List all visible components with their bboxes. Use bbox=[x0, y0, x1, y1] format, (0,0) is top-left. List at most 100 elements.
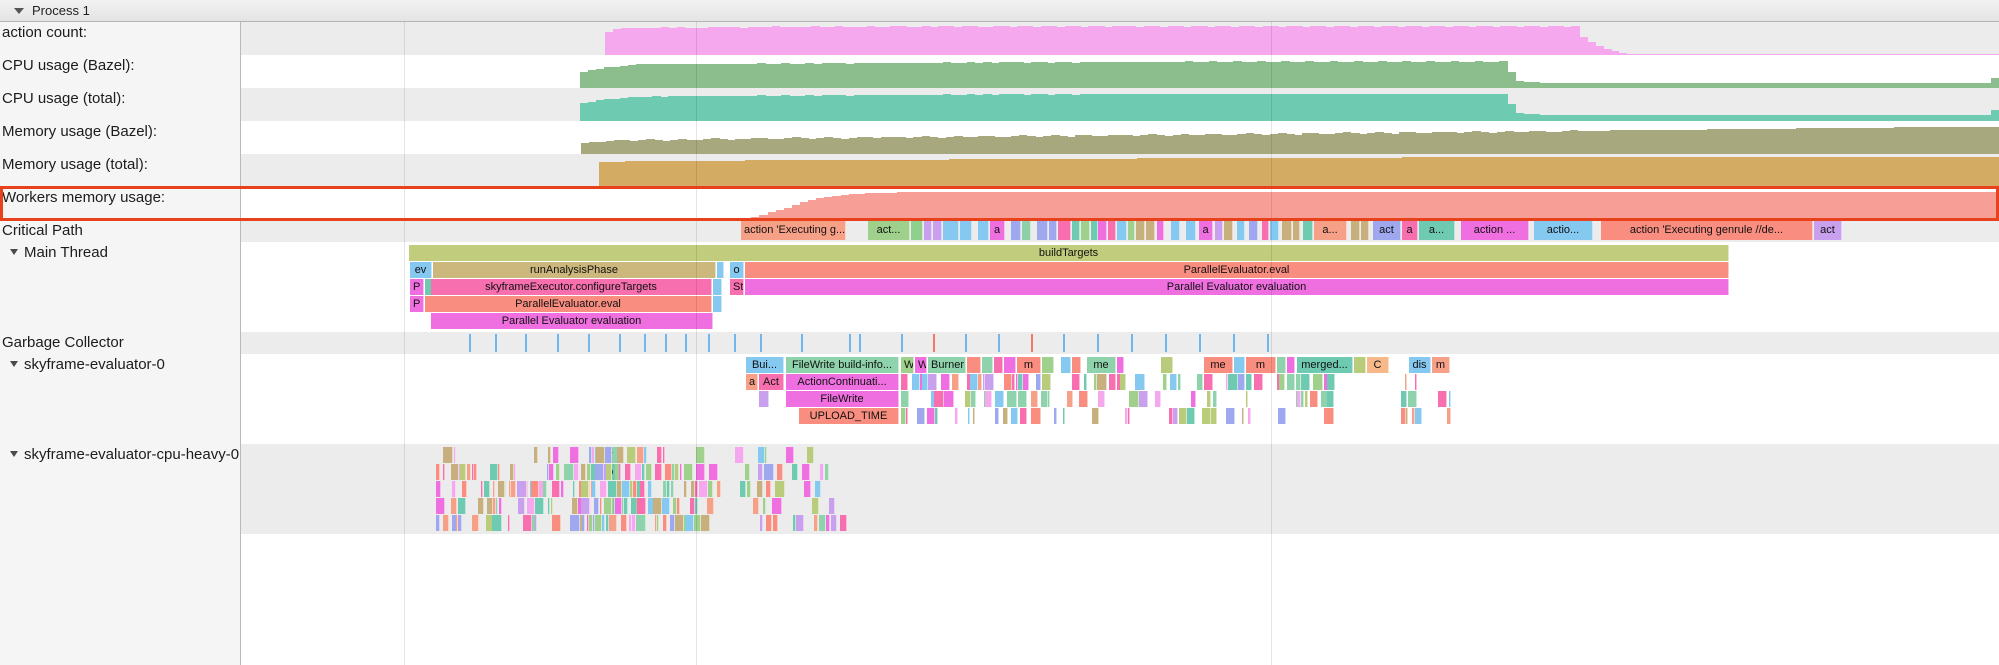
flame-block-micro[interactable] bbox=[840, 515, 847, 531]
flame-block-micro[interactable] bbox=[1016, 374, 1018, 390]
flame-block-micro[interactable] bbox=[927, 408, 935, 424]
flame-block[interactable] bbox=[1128, 221, 1135, 240]
flame-block-micro[interactable] bbox=[1084, 374, 1087, 390]
flame-block[interactable] bbox=[1019, 374, 1029, 390]
flame-block-micro[interactable] bbox=[766, 515, 772, 531]
flame-block-micro[interactable] bbox=[1003, 408, 1008, 424]
track-band-memory-total[interactable] bbox=[241, 154, 1999, 187]
flame-block-micro[interactable] bbox=[1310, 391, 1318, 407]
flame-block[interactable] bbox=[1237, 221, 1245, 240]
flame-block-micro[interactable] bbox=[635, 464, 642, 480]
flame-block-micro[interactable] bbox=[1098, 391, 1105, 407]
flame-block[interactable] bbox=[978, 221, 989, 240]
flame-block-micro[interactable] bbox=[499, 498, 502, 514]
gc-tick[interactable] bbox=[708, 334, 710, 352]
flame-block-micro[interactable] bbox=[709, 464, 718, 480]
flame-block-micro[interactable] bbox=[985, 374, 994, 390]
gc-tick[interactable] bbox=[1165, 334, 1167, 352]
flame-block-micro[interactable] bbox=[1092, 408, 1099, 424]
flame-block[interactable]: P bbox=[410, 279, 424, 295]
track-band-cpu-bazel[interactable] bbox=[241, 55, 1999, 88]
flame-block[interactable]: act bbox=[1373, 221, 1401, 240]
flame-block-micro[interactable] bbox=[978, 374, 982, 390]
flame-block-micro[interactable] bbox=[657, 447, 662, 463]
flame-block-micro[interactable] bbox=[556, 464, 560, 480]
flame-block[interactable]: ev bbox=[410, 262, 432, 278]
flame-block-micro[interactable] bbox=[1401, 391, 1407, 407]
flame-block[interactable] bbox=[1091, 221, 1098, 240]
flame-block[interactable]: St bbox=[730, 279, 744, 295]
flame-block-micro[interactable] bbox=[1297, 391, 1301, 407]
flame-block-micro[interactable] bbox=[531, 481, 539, 497]
flame-block[interactable] bbox=[982, 357, 993, 373]
flame-block[interactable] bbox=[1204, 374, 1213, 390]
flame-block-micro[interactable] bbox=[1018, 374, 1023, 390]
flame-block-micro[interactable] bbox=[1067, 391, 1073, 407]
flame-block[interactable]: me bbox=[1204, 357, 1233, 373]
track-label-critical-path[interactable]: Critical Path bbox=[0, 220, 241, 242]
flame-block[interactable] bbox=[1022, 221, 1031, 240]
gc-tick[interactable] bbox=[1199, 334, 1201, 352]
gc-tick[interactable] bbox=[859, 334, 861, 352]
flame-block-micro[interactable] bbox=[674, 464, 679, 480]
flame-block-micro[interactable] bbox=[589, 515, 593, 531]
flame-block[interactable] bbox=[1117, 221, 1127, 240]
flame-block-micro[interactable] bbox=[600, 481, 607, 497]
flame-block-micro[interactable] bbox=[570, 447, 579, 463]
flame-block-micro[interactable] bbox=[629, 515, 632, 531]
flame-block[interactable]: W bbox=[901, 357, 914, 373]
flame-block-micro[interactable] bbox=[1242, 408, 1244, 424]
flame-block[interactable] bbox=[1004, 357, 1016, 373]
flame-block-micro[interactable] bbox=[637, 498, 646, 514]
flame-block-micro[interactable] bbox=[1287, 374, 1295, 390]
flame-block-micro[interactable] bbox=[1438, 391, 1447, 407]
flame-block-micro[interactable] bbox=[699, 481, 708, 497]
track-label-garbage-collector[interactable]: Garbage Collector bbox=[0, 332, 241, 354]
flame-block-micro[interactable] bbox=[460, 464, 466, 480]
flame-block[interactable] bbox=[960, 221, 972, 240]
flame-block-micro[interactable] bbox=[1191, 391, 1196, 407]
flame-block-micro[interactable] bbox=[572, 498, 578, 514]
flame-block-micro[interactable] bbox=[745, 464, 750, 480]
flame-block-micro[interactable] bbox=[1313, 374, 1323, 390]
flame-block-micro[interactable] bbox=[610, 481, 617, 497]
flame-block-micro[interactable] bbox=[1408, 391, 1417, 407]
flame-block-micro[interactable] bbox=[1246, 391, 1248, 407]
track-label-cpu-total[interactable]: CPU usage (total): bbox=[0, 88, 241, 121]
flame-block-micro[interactable] bbox=[436, 498, 445, 514]
flame-block[interactable] bbox=[941, 374, 950, 390]
flame-block-micro[interactable] bbox=[1109, 374, 1116, 390]
flame-block-micro[interactable] bbox=[443, 515, 449, 531]
flame-block-micro[interactable] bbox=[617, 447, 624, 463]
flame-block-micro[interactable] bbox=[1173, 408, 1178, 424]
flame-block-micro[interactable] bbox=[1018, 391, 1027, 407]
track-band-action-count[interactable] bbox=[241, 22, 1999, 55]
flame-block-micro[interactable] bbox=[587, 515, 589, 531]
flame-block-micro[interactable] bbox=[694, 515, 701, 531]
flame-block-micro[interactable] bbox=[1155, 391, 1161, 407]
flame-block-micro[interactable] bbox=[636, 515, 646, 531]
flame-block[interactable]: Parallel Evaluator evaluation bbox=[745, 279, 1729, 295]
flame-block-micro[interactable] bbox=[603, 447, 612, 463]
track-label-main-thread[interactable]: Main Thread bbox=[0, 242, 241, 332]
flame-block-micro[interactable] bbox=[796, 515, 804, 531]
flame-block-micro[interactable] bbox=[735, 447, 744, 463]
flame-block[interactable] bbox=[1079, 391, 1088, 407]
flame-block-micro[interactable] bbox=[995, 408, 999, 424]
flame-block[interactable]: C bbox=[1367, 357, 1389, 373]
gc-tick[interactable] bbox=[619, 334, 621, 352]
flame-block-micro[interactable] bbox=[928, 374, 937, 390]
flame-block-micro[interactable] bbox=[632, 481, 637, 497]
flame-block-micro[interactable] bbox=[692, 481, 698, 497]
flame-block[interactable] bbox=[1234, 374, 1245, 390]
flame-block-micro[interactable] bbox=[481, 481, 483, 497]
flame-block[interactable] bbox=[1277, 357, 1286, 373]
flame-block-micro[interactable] bbox=[589, 447, 592, 463]
flame-block-micro[interactable] bbox=[443, 464, 445, 480]
flame-block-micro[interactable] bbox=[663, 447, 665, 463]
flame-block-micro[interactable] bbox=[985, 391, 992, 407]
flame-block-micro[interactable] bbox=[1327, 374, 1335, 390]
flame-block-micro[interactable] bbox=[596, 447, 605, 463]
flame-block-micro[interactable] bbox=[1279, 374, 1285, 390]
flame-block-micro[interactable] bbox=[757, 481, 763, 497]
